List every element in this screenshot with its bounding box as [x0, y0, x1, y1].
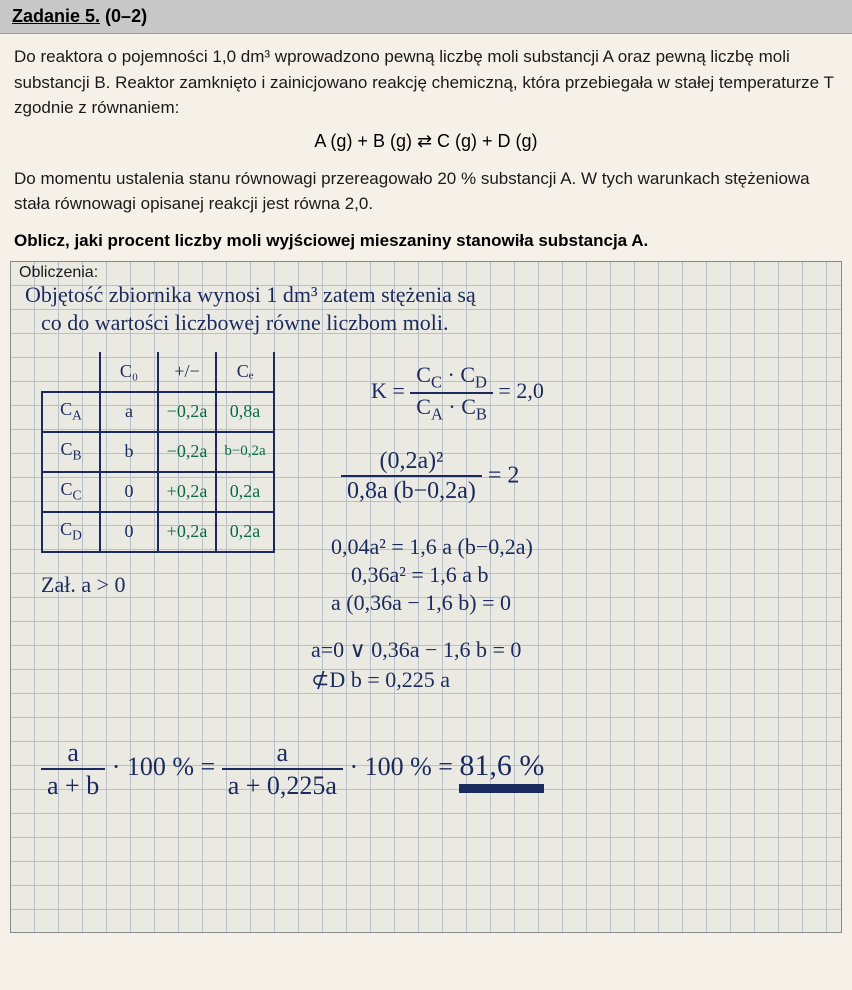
ice-cell: +0,2a — [158, 472, 216, 512]
calc-label: Obliczenia: — [19, 264, 98, 282]
ice-cell: CB — [42, 432, 100, 472]
k-lhs: K = — [371, 378, 405, 403]
eq3: 0,36a² = 1,6 a b — [351, 562, 489, 588]
ice-cell: b−0,2a — [216, 432, 274, 472]
eq1-den: 0,8a (b−0,2a) — [341, 477, 482, 506]
ice-cell: CC — [42, 472, 100, 512]
eq6: ⊄D b = 0,225 a — [311, 667, 450, 693]
k-rhs: = 2,0 — [498, 378, 543, 403]
calculation-area: Obliczenia: Objętość zbiornika wynosi 1 … — [10, 261, 842, 933]
ice-cell: −0,2a — [158, 432, 216, 472]
eq1-num: (0,2a)² — [341, 447, 482, 478]
problem-question: Oblicz, jaki procent liczby moli wyjścio… — [0, 223, 852, 261]
final-answer: 81,6 % — [459, 749, 544, 787]
final-f2-den: a + 0,225a — [222, 770, 343, 801]
ice-cell: C₀ — [100, 352, 158, 392]
ice-cell: a — [100, 392, 158, 432]
ice-cell: b — [100, 432, 158, 472]
handwritten-note-1: Objętość zbiornika wynosi 1 dm³ zatem st… — [25, 282, 476, 308]
final-mid: · 100 % = — [112, 752, 215, 781]
reaction-equation: A (g) + B (g) ⇄ C (g) + D (g) — [0, 127, 852, 156]
eq1-rhs: = 2 — [488, 462, 520, 488]
final-mid2: · 100 % = — [349, 752, 452, 781]
ice-cell: Cₑ — [216, 352, 274, 392]
ice-cell: 0 — [100, 512, 158, 552]
task-points: (0–2) — [105, 6, 147, 26]
final-f1-den: a + b — [41, 770, 105, 801]
final-expression: a a + b · 100 % = a a + 0,225a · 100 % =… — [41, 737, 544, 801]
problem-paragraph-2: Do momentu ustalenia stanu równowagi prz… — [0, 156, 852, 223]
task-number: Zadanie 5. — [12, 6, 100, 26]
k-expression: K = CC · CD CA · CB = 2,0 — [371, 362, 544, 424]
final-f1-num: a — [41, 737, 105, 770]
eq2: 0,04a² = 1,6 a (b−0,2a) — [331, 534, 533, 560]
eq1: (0,2a)² 0,8a (b−0,2a) = 2 — [341, 447, 519, 507]
ice-cell: +/− — [158, 352, 216, 392]
assumption: Zał. a > 0 — [41, 572, 126, 598]
ice-cell: +0,2a — [158, 512, 216, 552]
task-header: Zadanie 5. (0–2) — [0, 0, 852, 34]
eq5: a=0 ∨ 0,36a − 1,6 b = 0 — [311, 637, 521, 663]
eq4: a (0,36a − 1,6 b) = 0 — [331, 590, 511, 616]
ice-cell: −0,2a — [158, 392, 216, 432]
problem-paragraph-1: Do reaktora o pojemności 1,0 dm³ wprowad… — [0, 34, 852, 127]
ice-cell: 0,8a — [216, 392, 274, 432]
handwritten-note-2: co do wartości liczbowej równe liczbom m… — [41, 310, 449, 336]
ice-cell: 0 — [100, 472, 158, 512]
ice-table: C₀ +/− Cₑ CA a −0,2a 0,8a CB b −0,2a b−0… — [41, 352, 275, 553]
ice-cell: 0,2a — [216, 472, 274, 512]
ice-cell: CD — [42, 512, 100, 552]
final-f2-num: a — [222, 737, 343, 770]
ice-cell: CA — [42, 392, 100, 432]
ice-cell — [42, 352, 100, 392]
ice-cell: 0,2a — [216, 512, 274, 552]
